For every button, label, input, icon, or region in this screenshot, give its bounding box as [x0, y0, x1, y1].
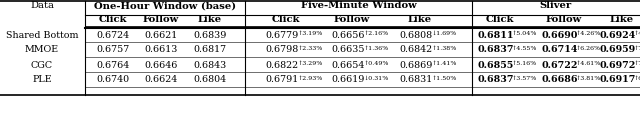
Text: 0.6624: 0.6624: [145, 76, 178, 84]
Text: ↑3.57%: ↑3.57%: [512, 76, 537, 81]
Text: 0.6635: 0.6635: [332, 46, 365, 54]
Text: 0.6757: 0.6757: [97, 46, 130, 54]
Text: 0.6831: 0.6831: [399, 76, 433, 84]
Text: 0.6804: 0.6804: [193, 76, 227, 84]
Text: 0.6869: 0.6869: [399, 60, 433, 70]
Text: 0.6764: 0.6764: [97, 60, 130, 70]
Text: ↓0.31%: ↓0.31%: [364, 76, 389, 81]
Text: Data: Data: [30, 2, 54, 11]
Text: ↑2.16%: ↑2.16%: [364, 31, 389, 36]
Text: PLE: PLE: [32, 76, 52, 84]
Text: Follow: Follow: [546, 16, 582, 24]
Text: ↑1.41%: ↑1.41%: [432, 61, 458, 66]
Text: 0.6972: 0.6972: [600, 60, 636, 70]
Text: 0.6714: 0.6714: [541, 46, 579, 54]
Text: Like: Like: [198, 16, 222, 24]
Text: ↑2.33%: ↑2.33%: [298, 46, 323, 51]
Text: 0.6839: 0.6839: [193, 30, 227, 40]
Text: 0.6654: 0.6654: [332, 60, 365, 70]
Text: Five-Minute Window: Five-Minute Window: [301, 2, 417, 11]
Text: Sliver: Sliver: [540, 2, 572, 11]
Text: 0.6619: 0.6619: [332, 76, 365, 84]
Text: ↑1.36%: ↑1.36%: [364, 46, 389, 51]
Text: 0.6686: 0.6686: [541, 76, 579, 84]
Text: 0.6646: 0.6646: [144, 60, 178, 70]
Text: 0.6779: 0.6779: [266, 30, 299, 40]
Text: Follow: Follow: [334, 16, 370, 24]
Text: Click: Click: [272, 16, 300, 24]
Text: MMOE: MMOE: [25, 46, 59, 54]
Text: 0.6855: 0.6855: [478, 60, 514, 70]
Text: ↑7.82%: ↑7.82%: [634, 46, 640, 51]
Text: Follow: Follow: [143, 16, 179, 24]
Text: ↑7.00%: ↑7.00%: [634, 61, 640, 66]
Text: 0.6613: 0.6613: [144, 46, 178, 54]
Text: 0.6843: 0.6843: [193, 60, 227, 70]
Text: Like: Like: [610, 16, 634, 24]
Text: Click: Click: [99, 16, 127, 24]
Text: ↑1.38%: ↑1.38%: [432, 46, 457, 51]
Text: 0.6811: 0.6811: [477, 30, 515, 40]
Text: 0.6808: 0.6808: [399, 30, 433, 40]
Text: 0.6837: 0.6837: [477, 46, 515, 54]
Text: ↑2.93%: ↑2.93%: [298, 76, 323, 81]
Text: 0.6837: 0.6837: [477, 76, 515, 84]
Text: 0.6740: 0.6740: [97, 76, 129, 84]
Text: 0.6817: 0.6817: [193, 46, 227, 54]
Text: CGC: CGC: [31, 60, 53, 70]
Text: ↑1.50%: ↑1.50%: [432, 76, 457, 81]
Text: Like: Like: [408, 16, 432, 24]
Text: 0.6842: 0.6842: [399, 46, 433, 54]
Text: 0.6724: 0.6724: [97, 30, 129, 40]
Text: ↑4.61%: ↑4.61%: [576, 61, 601, 66]
Text: ↑3.19%: ↑3.19%: [298, 31, 323, 36]
Text: ↑4.55%: ↑4.55%: [512, 46, 538, 51]
Text: ↑6.26%: ↑6.26%: [576, 46, 601, 51]
Text: Click: Click: [486, 16, 515, 24]
Text: ↑3.29%: ↑3.29%: [298, 61, 323, 66]
Text: ↑0.49%: ↑0.49%: [364, 61, 389, 66]
Text: ↑4.62%: ↑4.62%: [634, 31, 640, 36]
Text: ↑4.26%: ↑4.26%: [576, 31, 601, 36]
Text: ↓1.69%: ↓1.69%: [432, 31, 457, 36]
Text: ↑6.26%: ↑6.26%: [634, 76, 640, 81]
Text: Shared Bottom: Shared Bottom: [6, 30, 78, 40]
Text: 0.6791: 0.6791: [266, 76, 299, 84]
Text: 0.6621: 0.6621: [145, 30, 178, 40]
Text: ↑5.16%: ↑5.16%: [512, 61, 537, 66]
Text: 0.6656: 0.6656: [332, 30, 365, 40]
Text: 0.6690: 0.6690: [542, 30, 578, 40]
Text: 0.6924: 0.6924: [600, 30, 636, 40]
Text: 0.6798: 0.6798: [266, 46, 299, 54]
Text: 0.6959: 0.6959: [600, 46, 636, 54]
Text: 0.6722: 0.6722: [541, 60, 579, 70]
Text: ↑3.81%: ↑3.81%: [576, 76, 601, 81]
Text: 0.6822: 0.6822: [266, 60, 299, 70]
Text: One-Hour Window (base): One-Hour Window (base): [94, 2, 236, 11]
Text: 0.6917: 0.6917: [600, 76, 636, 84]
Text: ↑5.04%: ↑5.04%: [512, 31, 538, 36]
